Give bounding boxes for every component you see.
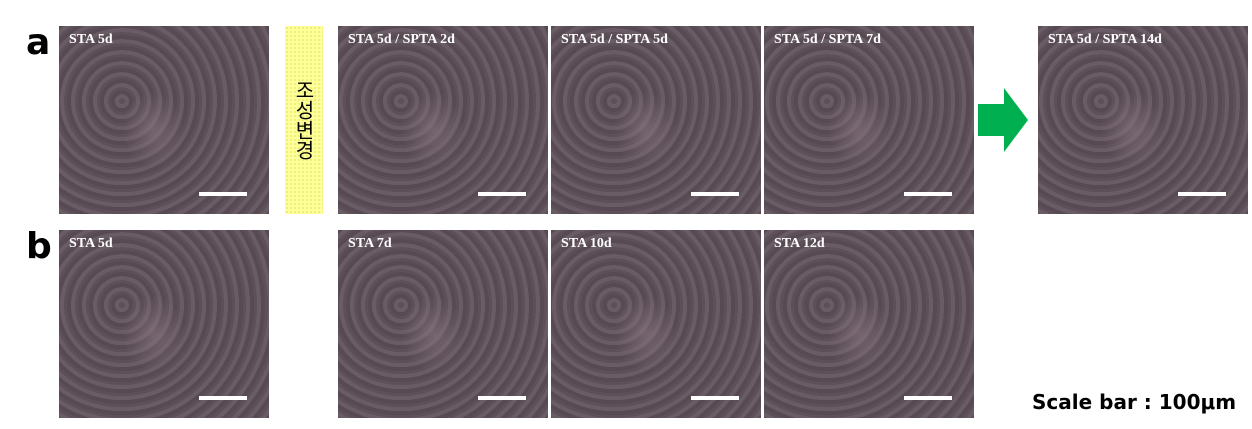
scale-bar: [478, 396, 526, 400]
micrograph: STA 5d / SPTA 7d: [764, 26, 974, 214]
panel-label: STA 5d / SPTA 5d: [561, 32, 668, 47]
panel-label: STA 5d / SPTA 7d: [774, 32, 881, 47]
condition-change-text: 조성변경: [291, 80, 316, 160]
scale-bar: [199, 192, 247, 196]
panel-label: STA 5d / SPTA 14d: [1048, 32, 1162, 47]
panel-label: STA 5d / SPTA 2d: [348, 32, 455, 47]
micrograph: STA 5d: [59, 230, 269, 418]
scale-bar-label: Scale bar : 100μm: [1032, 390, 1237, 414]
scale-bar: [1178, 192, 1226, 196]
panel-label: STA 10d: [561, 236, 612, 251]
scale-bar: [904, 396, 952, 400]
scale-bar: [691, 192, 739, 196]
micrograph: STA 12d: [764, 230, 974, 418]
scale-bar: [478, 192, 526, 196]
micrograph: STA 5d / SPTA 5d: [551, 26, 761, 214]
micrograph: STA 5d / SPTA 2d: [338, 26, 548, 214]
panel-label: STA 5d: [69, 236, 113, 251]
row-label: b: [26, 226, 52, 267]
row-label: a: [26, 22, 51, 63]
panel-label: STA 5d: [69, 32, 113, 47]
scale-bar: [199, 396, 247, 400]
scale-bar: [904, 192, 952, 196]
micrograph: STA 7d: [338, 230, 548, 418]
panel-label: STA 12d: [774, 236, 825, 251]
micrograph: STA 5d: [59, 26, 269, 214]
micrograph: STA 10d: [551, 230, 761, 418]
arrow: [978, 88, 1028, 152]
panel-label: STA 7d: [348, 236, 392, 251]
scale-bar: [691, 396, 739, 400]
arrow-shape: [978, 88, 1028, 152]
micrograph: STA 5d / SPTA 14d: [1038, 26, 1248, 214]
condition-change-box: 조성변경: [285, 26, 323, 214]
